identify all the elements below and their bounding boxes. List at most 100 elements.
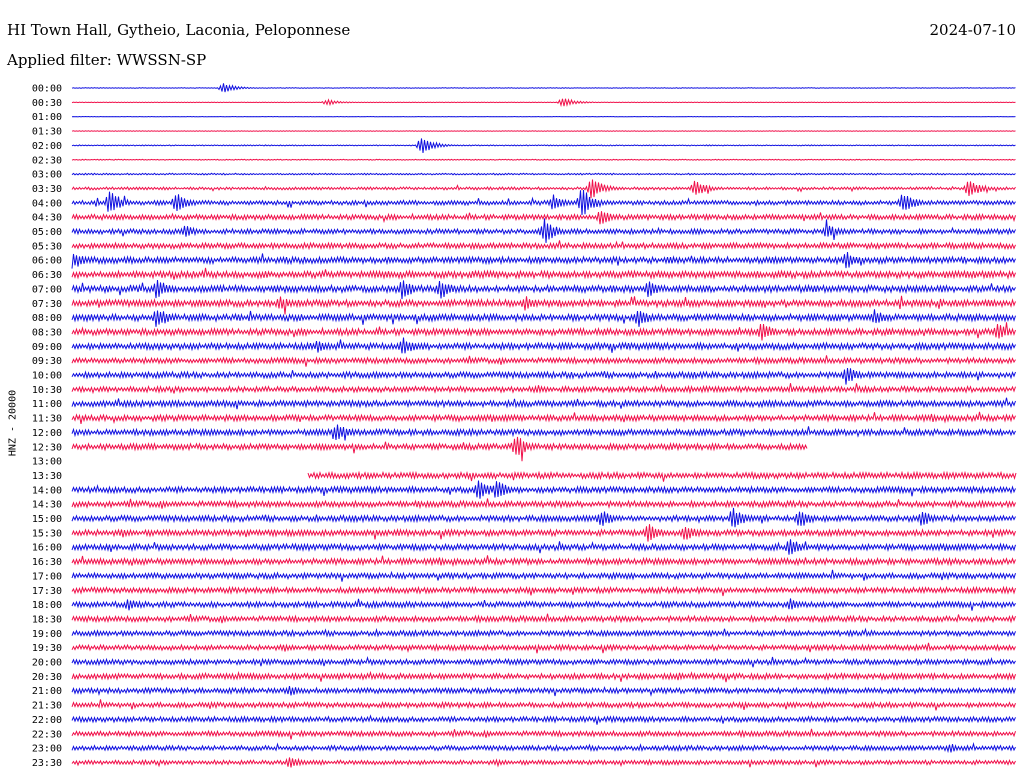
row-label-1030: 10:30 xyxy=(32,385,62,396)
row-label-1900: 19:00 xyxy=(32,629,62,640)
trace-0630 xyxy=(71,267,1016,280)
trace-0430 xyxy=(71,211,1016,225)
row-label-0700: 07:00 xyxy=(32,284,62,295)
row-label-1300: 13:00 xyxy=(32,457,62,468)
row-label-0900: 09:00 xyxy=(32,342,62,353)
row-label-1800: 18:00 xyxy=(32,600,62,611)
row-label-0330: 03:30 xyxy=(32,184,62,195)
trace-0500 xyxy=(71,218,1016,243)
row-label-1000: 10:00 xyxy=(32,371,62,382)
trace-1000 xyxy=(71,368,1016,385)
row-label-1130: 11:30 xyxy=(32,414,62,425)
row-label-0500: 05:00 xyxy=(32,227,62,238)
row-label-0030: 00:30 xyxy=(32,98,62,109)
trace-0300 xyxy=(71,172,1016,176)
trace-1600 xyxy=(71,539,1016,555)
row-label-0530: 05:30 xyxy=(32,241,62,252)
trace-0030 xyxy=(71,98,1016,108)
row-label-1100: 11:00 xyxy=(32,399,62,410)
row-label-1630: 16:30 xyxy=(32,557,62,568)
trace-2300 xyxy=(71,742,1016,754)
trace-1430 xyxy=(71,498,1016,510)
row-label-2230: 22:30 xyxy=(32,729,62,740)
row-label-0600: 06:00 xyxy=(32,256,62,267)
row-label-0630: 06:30 xyxy=(32,270,62,281)
trace-1530 xyxy=(71,524,1016,542)
trace-0700 xyxy=(71,280,1016,300)
row-label-1930: 19:30 xyxy=(32,643,62,654)
filter-label: Applied filter: WWSSN-SP xyxy=(7,51,207,69)
trace-0130 xyxy=(71,130,1016,132)
row-label-0200: 02:00 xyxy=(32,141,62,152)
trace-1330 xyxy=(307,470,1017,482)
trace-1030 xyxy=(71,383,1016,395)
row-label-0730: 07:30 xyxy=(32,299,62,310)
record-date: 2024-07-10 xyxy=(929,21,1016,39)
row-label-1400: 14:00 xyxy=(32,485,62,496)
trace-0530 xyxy=(71,240,1016,251)
trace-1630 xyxy=(71,555,1016,568)
row-label-0000: 00:00 xyxy=(32,84,62,95)
row-label-0830: 08:30 xyxy=(32,327,62,338)
trace-2230 xyxy=(71,728,1016,740)
trace-0800 xyxy=(71,309,1016,327)
row-label-1830: 18:30 xyxy=(32,614,62,625)
station-title: HI Town Hall, Gytheio, Laconia, Peloponn… xyxy=(7,21,351,39)
trace-0330 xyxy=(71,179,1016,199)
trace-0900 xyxy=(71,337,1016,354)
row-label-1230: 12:30 xyxy=(32,442,62,453)
row-label-0930: 09:30 xyxy=(32,356,62,367)
trace-1830 xyxy=(71,613,1016,624)
trace-1100 xyxy=(71,397,1016,410)
row-label-1330: 13:30 xyxy=(32,471,62,482)
row-label-0130: 01:30 xyxy=(32,127,62,138)
trace-0830 xyxy=(71,322,1016,341)
trace-2330 xyxy=(71,757,1016,768)
row-label-0300: 03:00 xyxy=(32,170,62,181)
trace-0400 xyxy=(71,189,1016,216)
row-label-2330: 23:30 xyxy=(32,758,62,769)
trace-2130 xyxy=(71,699,1016,711)
trace-0200 xyxy=(71,138,1016,154)
trace-1130 xyxy=(71,411,1016,425)
trace-2000 xyxy=(71,655,1016,668)
trace-1930 xyxy=(71,642,1016,654)
row-label-2000: 20:00 xyxy=(32,658,62,669)
row-label-2130: 21:30 xyxy=(32,701,62,712)
row-label-2100: 21:00 xyxy=(32,686,62,697)
trace-0600 xyxy=(71,252,1016,269)
trace-1730 xyxy=(71,585,1016,597)
trace-2200 xyxy=(71,714,1016,725)
row-label-1430: 14:30 xyxy=(32,500,62,511)
trace-1900 xyxy=(71,627,1016,638)
row-label-0100: 01:00 xyxy=(32,112,62,123)
trace-1230 xyxy=(71,436,808,462)
seismic-traces xyxy=(71,83,1017,768)
trace-2100 xyxy=(71,686,1016,697)
row-label-2030: 20:30 xyxy=(32,672,62,683)
row-tick-labels: 00:00 00:30 01:00 01:30 02:00 02:30 03:00 03:30… xyxy=(32,84,62,769)
row-label-1700: 17:00 xyxy=(32,571,62,582)
trace-2030 xyxy=(71,670,1016,683)
row-label-0230: 02:30 xyxy=(32,155,62,166)
trace-1800 xyxy=(71,598,1016,611)
row-label-0800: 08:00 xyxy=(32,313,62,324)
row-label-2200: 22:00 xyxy=(32,715,62,726)
row-label-2300: 23:00 xyxy=(32,744,62,755)
trace-0730 xyxy=(71,295,1016,315)
trace-0000 xyxy=(71,83,1016,93)
trace-1400 xyxy=(71,480,1016,499)
row-label-1200: 12:00 xyxy=(32,428,62,439)
trace-0230 xyxy=(71,158,1016,161)
row-label-1530: 15:30 xyxy=(32,528,62,539)
trace-1700 xyxy=(71,569,1016,582)
row-label-0430: 04:30 xyxy=(32,213,62,224)
row-label-1500: 15:00 xyxy=(32,514,62,525)
trace-1200 xyxy=(71,424,1016,441)
row-label-1600: 16:00 xyxy=(32,543,62,554)
trace-1500 xyxy=(71,507,1016,528)
row-label-0400: 04:00 xyxy=(32,198,62,209)
row-label-1730: 17:30 xyxy=(32,586,62,597)
trace-0930 xyxy=(71,355,1016,367)
